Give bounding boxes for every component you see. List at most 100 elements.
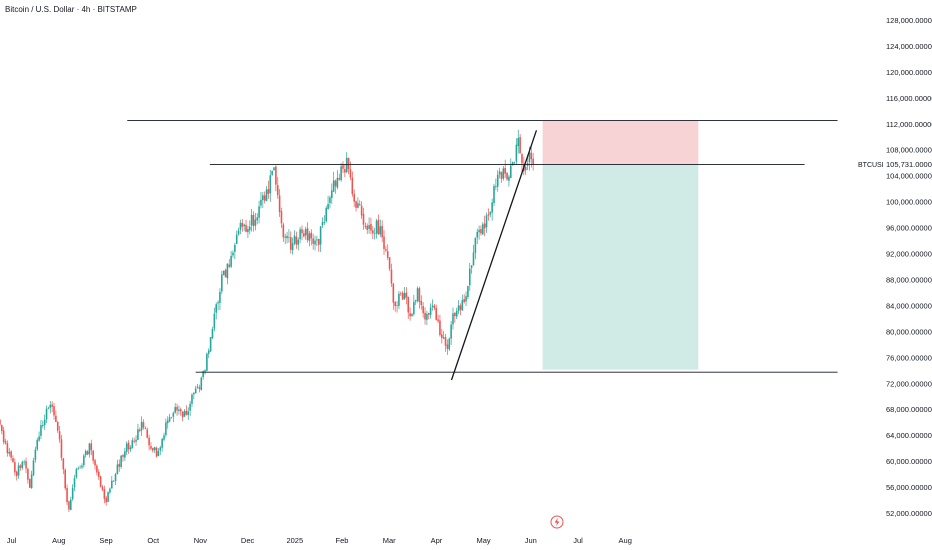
candle-body	[401, 292, 404, 300]
candle-body	[280, 211, 283, 224]
candle-body	[230, 255, 232, 267]
trend-line	[450, 130, 538, 381]
candle-body	[262, 195, 264, 201]
candle-body	[446, 344, 449, 349]
candle-body	[55, 415, 57, 422]
candle-body	[323, 222, 326, 224]
candle-body	[317, 239, 320, 245]
candle-body	[487, 214, 490, 216]
last-price-badge	[883, 159, 932, 170]
candle-body	[413, 301, 415, 315]
candle-body	[482, 224, 484, 235]
candle-body	[56, 421, 59, 431]
candle-body	[403, 292, 406, 299]
candle-body	[176, 406, 178, 411]
candle-body	[150, 446, 152, 449]
candle-body	[517, 138, 520, 147]
candle-body	[347, 158, 350, 170]
candle-body	[407, 296, 410, 313]
candle-body	[511, 162, 514, 166]
candle-body	[493, 186, 495, 203]
candle-body	[86, 451, 89, 455]
candle-body	[301, 229, 303, 234]
price-tick-label: 72,000.00000	[886, 379, 932, 388]
time-tick-label: Oct	[147, 536, 160, 545]
candle-body	[224, 269, 227, 278]
candle-body	[137, 429, 139, 440]
price-tick-label: 92,000.00000	[886, 250, 932, 259]
price-tick-label: 64,000.00000	[886, 431, 932, 440]
candle-body	[442, 337, 445, 339]
candle-body	[358, 204, 361, 206]
candle-body	[0, 419, 1, 425]
candle-body	[69, 499, 72, 510]
candle-body	[83, 455, 85, 466]
candle-body	[377, 219, 380, 235]
candle-body	[399, 293, 402, 294]
candle-body	[1, 425, 3, 432]
candle-body	[133, 440, 135, 442]
candle-body	[289, 237, 292, 250]
price-tick-label: 80,000.00000	[886, 327, 932, 336]
candle-body	[38, 436, 40, 441]
candle-body	[191, 394, 193, 404]
candle-body	[23, 461, 25, 463]
candle-body	[424, 312, 426, 320]
candle-body	[260, 199, 262, 206]
candle-body	[97, 471, 100, 477]
candle-body	[392, 283, 395, 303]
candle-body	[258, 206, 260, 218]
candle-body	[329, 197, 331, 204]
candle-body	[183, 410, 186, 417]
time-tick-label: Jun	[525, 536, 537, 545]
candle-body	[431, 305, 434, 307]
candle-body	[433, 305, 436, 309]
candle-body	[234, 244, 236, 252]
candle-body	[452, 313, 454, 325]
candle-body	[325, 207, 328, 222]
candle-body	[146, 429, 149, 438]
candle-body	[362, 214, 365, 225]
candle-body	[524, 166, 527, 171]
candle-body	[30, 474, 33, 489]
candle-body	[353, 194, 355, 202]
candle-body	[444, 337, 447, 346]
candle-body	[28, 479, 31, 488]
candle-body	[303, 233, 305, 237]
candle-body	[344, 169, 346, 173]
candle-body	[269, 175, 272, 194]
candle-body	[21, 461, 24, 468]
candle-body	[198, 387, 201, 390]
candle-body	[461, 300, 464, 311]
candle-body	[448, 338, 451, 350]
candle-body	[368, 225, 370, 229]
lightning-icon[interactable]	[550, 515, 564, 529]
candle-body	[111, 480, 113, 489]
candle-body	[422, 306, 424, 314]
candle-body	[204, 370, 206, 372]
candle-body	[170, 417, 173, 418]
candle-body	[152, 448, 154, 451]
candle-body	[275, 166, 277, 185]
candle-body	[286, 235, 288, 239]
price-tick-label: 84,000.00000	[886, 301, 932, 310]
candle-body	[58, 431, 61, 440]
candle-body	[331, 190, 333, 199]
time-tick-label: Nov	[194, 536, 208, 545]
candle-body	[385, 249, 387, 251]
stop-loss-zone	[542, 120, 699, 165]
candle-body	[489, 212, 492, 215]
candle-body	[336, 177, 339, 188]
candle-body	[519, 137, 521, 154]
time-tick-label: Jul	[573, 536, 583, 545]
candle-body	[12, 458, 14, 462]
candle-body	[416, 288, 419, 301]
candle-body	[211, 328, 214, 338]
candle-body	[79, 467, 81, 469]
candle-body	[340, 166, 342, 180]
candle-body	[314, 240, 316, 245]
candle-body	[43, 419, 46, 425]
candle-body	[360, 205, 363, 216]
